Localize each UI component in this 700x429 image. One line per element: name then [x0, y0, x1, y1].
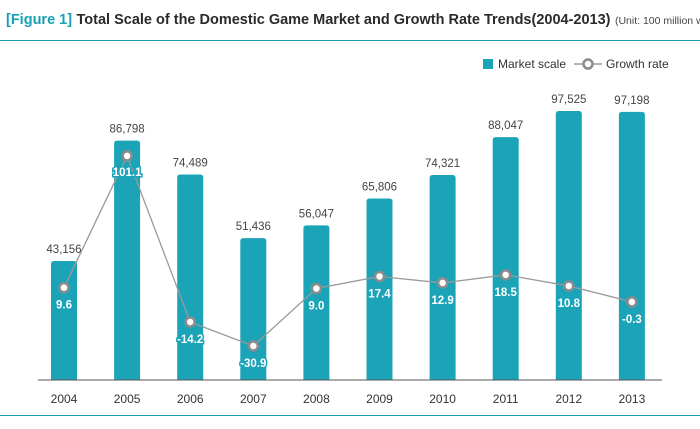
- chart-main-title: Total Scale of the Domestic Game Market …: [76, 12, 611, 28]
- bar-2009: [366, 198, 393, 380]
- bar-value-label-2011: 88,047: [488, 120, 523, 132]
- growth-value-label-2010: 12.9: [431, 295, 453, 307]
- top-rule: [0, 40, 700, 41]
- x-tick-2007: 2007: [240, 392, 267, 406]
- legend: Market scale Growth rate: [483, 57, 669, 71]
- growth-value-label-2009: 17.4: [368, 288, 391, 300]
- bar-value-label-2012: 97,525: [551, 94, 586, 106]
- bar-value-label-2010: 74,321: [425, 158, 460, 170]
- growth-marker-2012: [563, 280, 575, 292]
- x-tick-2011: 2011: [493, 392, 519, 406]
- x-tick-2004: 2004: [51, 392, 78, 406]
- growth-value-label-2005: 101.1: [113, 167, 142, 179]
- growth-marker-2010: [436, 277, 449, 289]
- growth-markers-group: [58, 150, 638, 352]
- bar-2007: [240, 238, 267, 380]
- growth-value-label-2008: 9.0: [308, 301, 324, 313]
- growth-value-label-2013: -0.3: [622, 314, 642, 326]
- growth-value-label-2004: 9.6: [56, 300, 72, 312]
- growth-marker-2005: [121, 150, 133, 162]
- x-tick-2008: 2008: [303, 392, 330, 406]
- bar-value-label-2008: 56,047: [299, 208, 334, 220]
- legend-growth-label: Growth rate: [606, 57, 669, 71]
- bottom-rule: [0, 415, 700, 416]
- bar-value-label-2004: 43,156: [46, 244, 81, 256]
- x-tick-2012: 2012: [555, 392, 582, 406]
- bars-group: [51, 111, 645, 381]
- x-tick-2009: 2009: [366, 392, 393, 406]
- growth-labels-group: 9.6 101.1 -14.2 -30.9 9.0 17.4 12.9 18.5 10.8 -0.…: [55, 165, 644, 371]
- growth-marker-2008: [310, 282, 323, 295]
- x-tick-2013: 2013: [619, 392, 646, 406]
- bar-2005: [114, 140, 141, 380]
- x-tick-2005: 2005: [114, 392, 141, 406]
- growth-marker-2006: [184, 316, 196, 328]
- legend-market-label: Market scale: [498, 57, 566, 71]
- growth-value-label-2006: -14.2: [177, 334, 203, 346]
- x-tick-2010: 2010: [429, 392, 456, 406]
- growth-marker-2013: [626, 296, 638, 308]
- legend-growth-marker: [582, 58, 594, 70]
- bar-2011: [492, 137, 519, 380]
- x-tick-2006: 2006: [177, 392, 204, 406]
- growth-line-group: [63, 154, 633, 347]
- bar-value-label-2013: 97,198: [614, 95, 649, 107]
- figure-label: [Figure 1]: [6, 12, 73, 28]
- growth-marker-2007: [247, 340, 260, 352]
- bar-2008: [303, 225, 330, 380]
- bar-2013: [618, 111, 645, 381]
- bar-labels-group: 43,156 86,798 74,489 51,436 56,047 65,806 74,3…: [46, 94, 649, 256]
- growth-marker-2011: [499, 269, 512, 281]
- bar-value-label-2007: 51,436: [236, 221, 271, 233]
- growth-marker-2004: [58, 281, 70, 294]
- growth-marker-2009: [373, 270, 386, 283]
- bar-value-label-2006: 74,489: [173, 158, 208, 170]
- bar-2012: [555, 111, 582, 380]
- bar-2004: [51, 260, 77, 380]
- bar-2006: [177, 174, 204, 380]
- x-tick-labels: 2004 2005 2006 2007 2008 2009 2010 2011 2012 2013: [51, 392, 646, 406]
- chart-title: [Figure 1] Total Scale of the Domestic G…: [6, 11, 700, 29]
- growth-rate-line: [63, 154, 633, 347]
- bar-value-label-2009: 65,806: [362, 181, 397, 193]
- unit-note: (Unit: 100 million won, %): [614, 15, 700, 27]
- growth-value-label-2012: 10.8: [558, 298, 581, 310]
- legend-market-swatch: [483, 59, 493, 69]
- bar-value-label-2005: 86,798: [110, 124, 145, 136]
- growth-value-label-2011: 18.5: [495, 287, 518, 299]
- growth-value-label-2007: -30.9: [240, 358, 266, 370]
